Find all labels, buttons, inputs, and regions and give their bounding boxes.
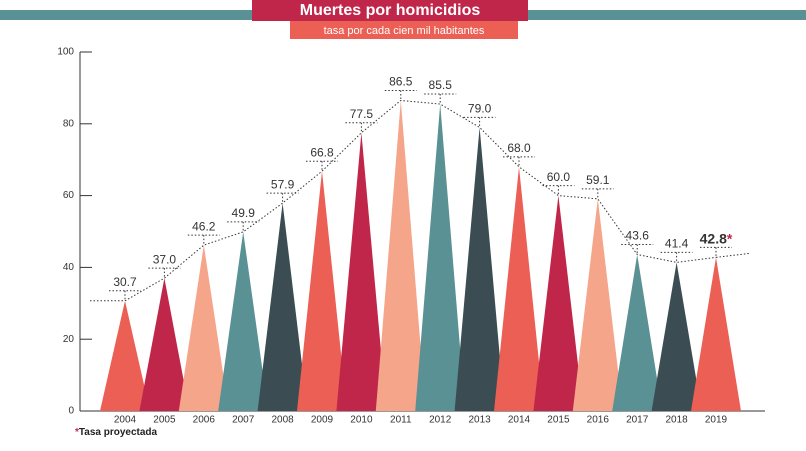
title-box bbox=[252, 0, 528, 21]
value-label: 85.5 bbox=[429, 78, 453, 92]
bar bbox=[218, 231, 269, 411]
asterisk: * bbox=[75, 427, 79, 438]
bar bbox=[454, 127, 505, 411]
chart-subtitle: tasa por cada cien mil habitantes bbox=[324, 25, 485, 37]
value-label: 86.5 bbox=[389, 75, 413, 89]
x-tick-label: 2011 bbox=[390, 415, 412, 426]
bar bbox=[257, 203, 308, 411]
footnote-text: Tasa proyectada bbox=[79, 427, 158, 438]
bar bbox=[297, 171, 347, 411]
value-label: 66.8 bbox=[310, 145, 334, 159]
bar bbox=[100, 300, 150, 411]
x-tick-label: 2008 bbox=[271, 415, 294, 426]
y-tick-label: 60 bbox=[63, 190, 75, 201]
x-tick-label: 2012 bbox=[429, 415, 452, 426]
y-tick-label: 20 bbox=[63, 334, 75, 345]
x-tick-label: 2007 bbox=[232, 415, 255, 426]
value-label: 59.1 bbox=[586, 173, 610, 187]
chart-title: Muertes por homicidios bbox=[300, 2, 481, 19]
bar bbox=[651, 262, 702, 411]
x-tick-label: 2004 bbox=[114, 415, 137, 426]
value-label: 43.6 bbox=[626, 229, 650, 243]
trend-line bbox=[124, 99, 717, 302]
bar bbox=[375, 100, 426, 411]
value-text: 42.8 bbox=[700, 230, 727, 246]
y-tick-label: 0 bbox=[68, 406, 74, 417]
y-tick-label: 100 bbox=[57, 47, 74, 58]
x-tick-label: 2017 bbox=[626, 415, 649, 426]
value-label: 41.4 bbox=[665, 237, 689, 251]
bar bbox=[533, 195, 584, 411]
x-tick-label: 2005 bbox=[153, 415, 176, 426]
x-tick-label: 2015 bbox=[547, 415, 570, 426]
bar bbox=[415, 104, 466, 412]
value-label: 68.0 bbox=[507, 141, 531, 155]
x-tick-label: 2006 bbox=[193, 415, 216, 426]
asterisk: * bbox=[727, 230, 733, 246]
bar bbox=[572, 198, 623, 411]
value-label: 77.5 bbox=[350, 107, 374, 121]
x-tick-label: 2009 bbox=[311, 415, 334, 426]
bar bbox=[336, 132, 387, 411]
x-tick-label: 2018 bbox=[665, 415, 688, 426]
value-label: 60.0 bbox=[547, 170, 571, 184]
bar bbox=[612, 254, 663, 411]
value-label: 49.9 bbox=[232, 206, 256, 220]
x-tick-label: 2013 bbox=[468, 415, 491, 426]
footnote: *Tasa proyectada bbox=[75, 427, 158, 438]
bar bbox=[691, 257, 741, 411]
trend-stub bbox=[715, 252, 751, 258]
value-label: 46.2 bbox=[192, 219, 216, 233]
y-tick-label: 40 bbox=[63, 262, 75, 273]
value-label: 79.0 bbox=[468, 102, 492, 116]
value-label: 42.8* bbox=[700, 230, 733, 246]
value-label: 57.9 bbox=[271, 177, 295, 191]
value-label: 30.7 bbox=[113, 275, 137, 289]
bar bbox=[139, 278, 190, 411]
bar bbox=[178, 245, 229, 411]
x-tick-label: 2010 bbox=[350, 415, 373, 426]
bar bbox=[494, 166, 544, 411]
x-tick-label: 2016 bbox=[587, 415, 610, 426]
x-tick-label: 2019 bbox=[705, 415, 728, 426]
x-tick-label: 2014 bbox=[508, 415, 531, 426]
value-label: 37.0 bbox=[153, 252, 177, 266]
y-tick-label: 80 bbox=[63, 118, 75, 129]
subtitle-box bbox=[290, 21, 518, 39]
